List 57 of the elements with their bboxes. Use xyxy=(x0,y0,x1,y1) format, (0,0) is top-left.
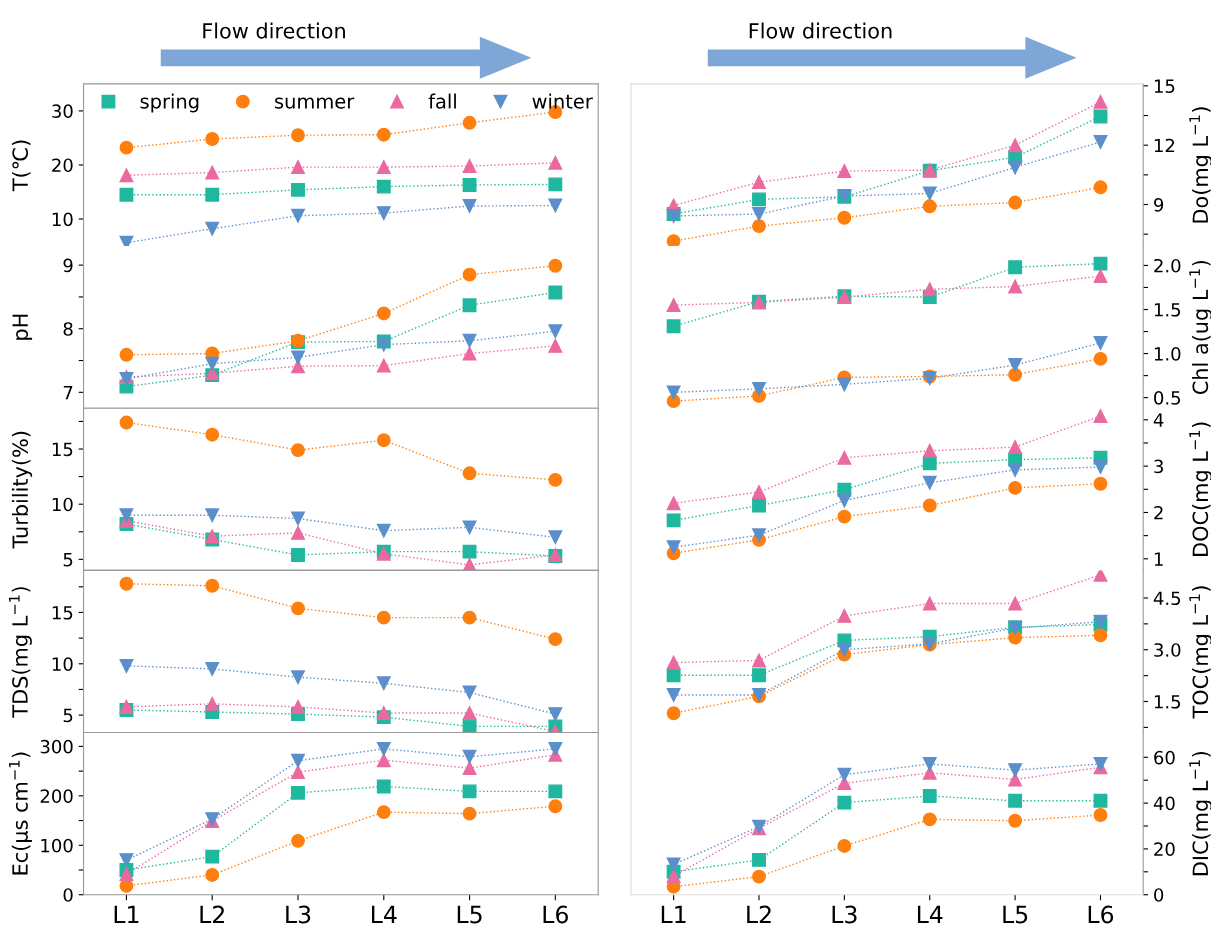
y-tick-label: 40 xyxy=(1153,796,1175,811)
y-tick-label: 0 xyxy=(1154,888,1164,902)
y-tick-label: 4.5 xyxy=(1153,591,1181,606)
x-tick-label: L2 xyxy=(747,905,771,924)
y-tick-label: 7 xyxy=(63,386,73,400)
y-tick-label: 20 xyxy=(52,158,73,173)
y-tick-label: 0 xyxy=(63,888,73,902)
y-tick-label: 1 xyxy=(1154,552,1163,566)
y-tick-label: 15 xyxy=(52,606,73,620)
x-tick-label: L6 xyxy=(543,905,568,924)
y-axis-title: Ec(μs cm$^{−1}$) xyxy=(8,752,32,875)
y-tick-label: 15 xyxy=(52,442,73,457)
legend-label: fall xyxy=(428,93,456,109)
x-tick-label: L3 xyxy=(286,905,311,924)
x-tick-label: L3 xyxy=(832,905,857,924)
y-axis-title: TDS(mg L$^{−1}$) xyxy=(8,587,32,718)
y-tick-label: 30 xyxy=(52,104,73,119)
y-tick-label: 60 xyxy=(1154,750,1175,765)
x-tick-label: L2 xyxy=(200,905,224,924)
y-axis-title: pH xyxy=(12,314,33,340)
legend-label: winter xyxy=(532,93,593,109)
y-tick-label: 2.0 xyxy=(1154,258,1181,273)
y-axis-title: T(℃) xyxy=(11,140,31,192)
x-tick-label: L5 xyxy=(1003,905,1028,924)
y-tick-label: 1.5 xyxy=(1154,695,1181,709)
y-tick-label: 1.0 xyxy=(1154,347,1181,361)
y-tick-label: 10 xyxy=(52,212,73,227)
x-tick-label: L1 xyxy=(661,905,686,924)
legend-label: spring xyxy=(140,93,199,113)
y-tick-label: 300 xyxy=(40,739,73,754)
y-tick-label: 9 xyxy=(63,258,73,273)
y-tick-label: 10 xyxy=(52,657,73,671)
x-tick-label: L4 xyxy=(372,905,397,924)
y-tick-label: 8 xyxy=(63,322,73,336)
x-tick-label: L4 xyxy=(917,905,943,924)
y-axis-title: Turbility(%) xyxy=(11,431,33,549)
y-tick-label: 100 xyxy=(41,838,73,853)
text: Flow direction xyxy=(203,22,345,39)
y-tick-label: 15 xyxy=(1154,79,1175,93)
y-tick-label: 5 xyxy=(63,553,73,567)
x-tick-label: L6 xyxy=(1088,905,1114,924)
y-tick-label: 4 xyxy=(1153,413,1164,427)
y-tick-label: 0.5 xyxy=(1154,391,1181,405)
y-tick-label: 12 xyxy=(1154,138,1175,153)
y-tick-label: 1.5 xyxy=(1154,303,1181,317)
y-tick-label: 5 xyxy=(63,708,73,723)
x-tick-label: L1 xyxy=(114,905,139,924)
y-tick-label: 3 xyxy=(1154,459,1163,474)
x-tick-label: L5 xyxy=(457,905,482,924)
y-tick-label: 200 xyxy=(40,789,73,803)
y-tick-label: 2 xyxy=(1154,505,1163,520)
legend-label: summer xyxy=(275,97,355,109)
text: Flow direction xyxy=(749,22,892,39)
y-tick-label: 10 xyxy=(52,497,73,512)
y-tick-label: 20 xyxy=(1154,842,1175,857)
y-tick-label: 9 xyxy=(1154,197,1164,212)
y-tick-label: 3.0 xyxy=(1154,643,1181,657)
